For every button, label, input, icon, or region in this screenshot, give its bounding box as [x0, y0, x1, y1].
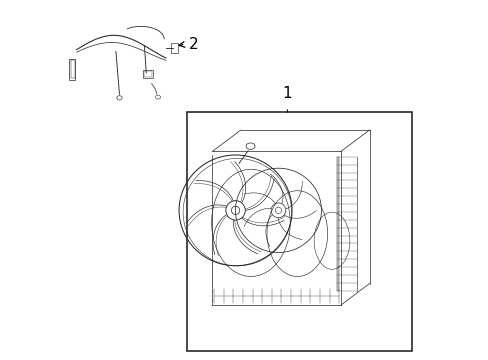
Text: 1: 1: [282, 86, 292, 102]
Bar: [142, 70, 152, 78]
Bar: [143, 71, 151, 77]
Text: 2: 2: [189, 37, 198, 52]
Bar: [187, 112, 411, 351]
Ellipse shape: [245, 143, 255, 149]
Bar: [171, 43, 177, 53]
